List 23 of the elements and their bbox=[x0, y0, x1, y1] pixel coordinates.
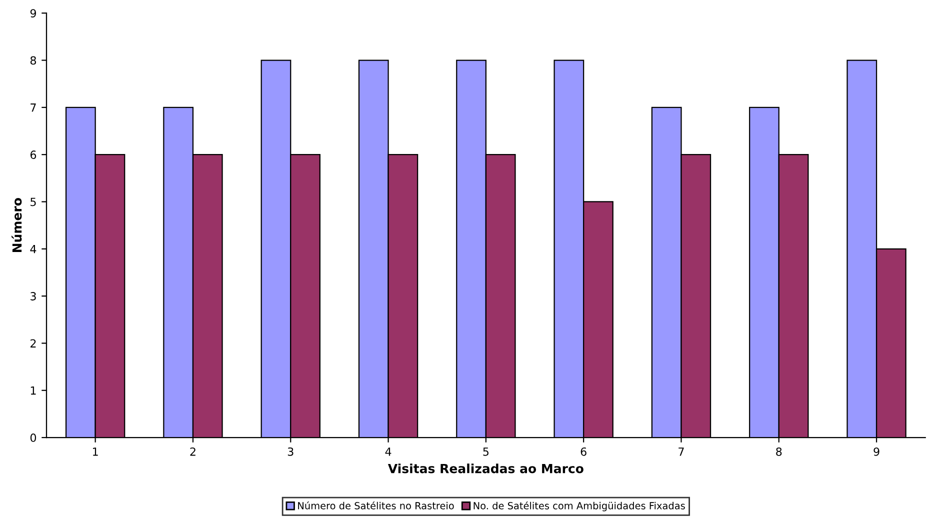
x-tick-label: 9 bbox=[874, 447, 880, 456]
x-axis-title: Visitas Realizadas ao Marco bbox=[388, 464, 584, 474]
legend-label: No. de Satélites com Ambigüidades Fixadas bbox=[474, 501, 685, 512]
y-tick-label: 7 bbox=[30, 104, 36, 112]
y-tick-label: 6 bbox=[30, 150, 36, 159]
legend-label: Número de Satélites no Rastreio bbox=[298, 501, 454, 510]
y-axis-title: Número bbox=[12, 198, 22, 252]
y-tick-label: 0 bbox=[30, 434, 36, 442]
y-tick-label: 3 bbox=[30, 292, 36, 300]
y-tick-label: 8 bbox=[30, 56, 36, 65]
x-tick-label: 3 bbox=[288, 447, 294, 456]
x-tick-label: 6 bbox=[580, 447, 586, 456]
y-tick-label: 2 bbox=[30, 339, 36, 348]
x-tick-label: 7 bbox=[678, 448, 684, 456]
y-tick-label: 9 bbox=[30, 9, 36, 18]
y-tick-label: 1 bbox=[30, 386, 36, 395]
y-tick-label: 5 bbox=[30, 198, 36, 206]
x-tick-label: 4 bbox=[385, 448, 392, 456]
x-tick-label: 2 bbox=[190, 447, 196, 456]
x-tick-label: 5 bbox=[483, 448, 488, 456]
x-tick-label: 1 bbox=[93, 448, 98, 456]
y-tick-label: 4 bbox=[30, 245, 36, 254]
x-tick-label: 8 bbox=[776, 447, 782, 456]
